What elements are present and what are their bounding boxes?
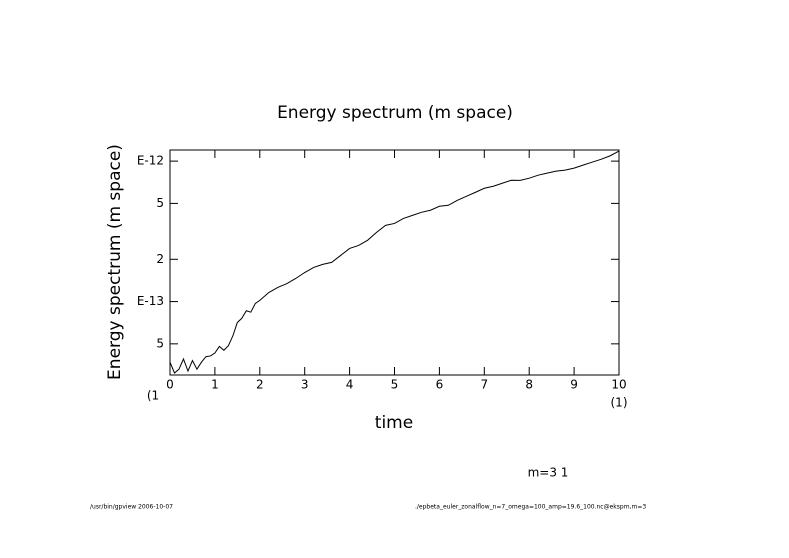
x-tick-label: 1 xyxy=(211,378,219,392)
x-scale-note: (1) xyxy=(611,396,628,410)
x-tick-label: 8 xyxy=(525,378,533,392)
y-tick-label: E-12 xyxy=(137,154,164,168)
data-line xyxy=(169,150,620,374)
y-axis-label: Energy spectrum (m space) xyxy=(105,144,125,380)
x-tick-label: 2 xyxy=(256,378,264,392)
footer: ./epbeta_euler_zonalflow_n=7_omega=100_a… xyxy=(415,504,646,511)
x-tick-label: 6 xyxy=(436,378,444,392)
chart-title: Energy spectrum (m space) xyxy=(277,103,513,123)
annotation: m=3 1 xyxy=(528,466,569,480)
x-tick-label: 7 xyxy=(480,378,488,392)
x-tick-label: 3 xyxy=(301,378,309,392)
plot-frame xyxy=(169,149,620,376)
x-tick-label: 0 xyxy=(166,378,174,392)
y-tick-label: 5 xyxy=(156,196,164,210)
x-scale-note: (1 xyxy=(147,389,159,403)
x-axis-label: time xyxy=(375,413,413,433)
x-tick-label: 5 xyxy=(391,378,399,392)
footer: /usr/bin/gpview 2006-10-07 xyxy=(90,504,173,511)
y-tick-label: 5 xyxy=(156,336,164,350)
y-tick-label: 2 xyxy=(156,252,164,266)
x-tick-label: 10 xyxy=(611,378,626,392)
y-tick-label: E-13 xyxy=(137,294,164,308)
x-tick-label: 4 xyxy=(346,378,354,392)
x-tick-label: 9 xyxy=(570,378,578,392)
